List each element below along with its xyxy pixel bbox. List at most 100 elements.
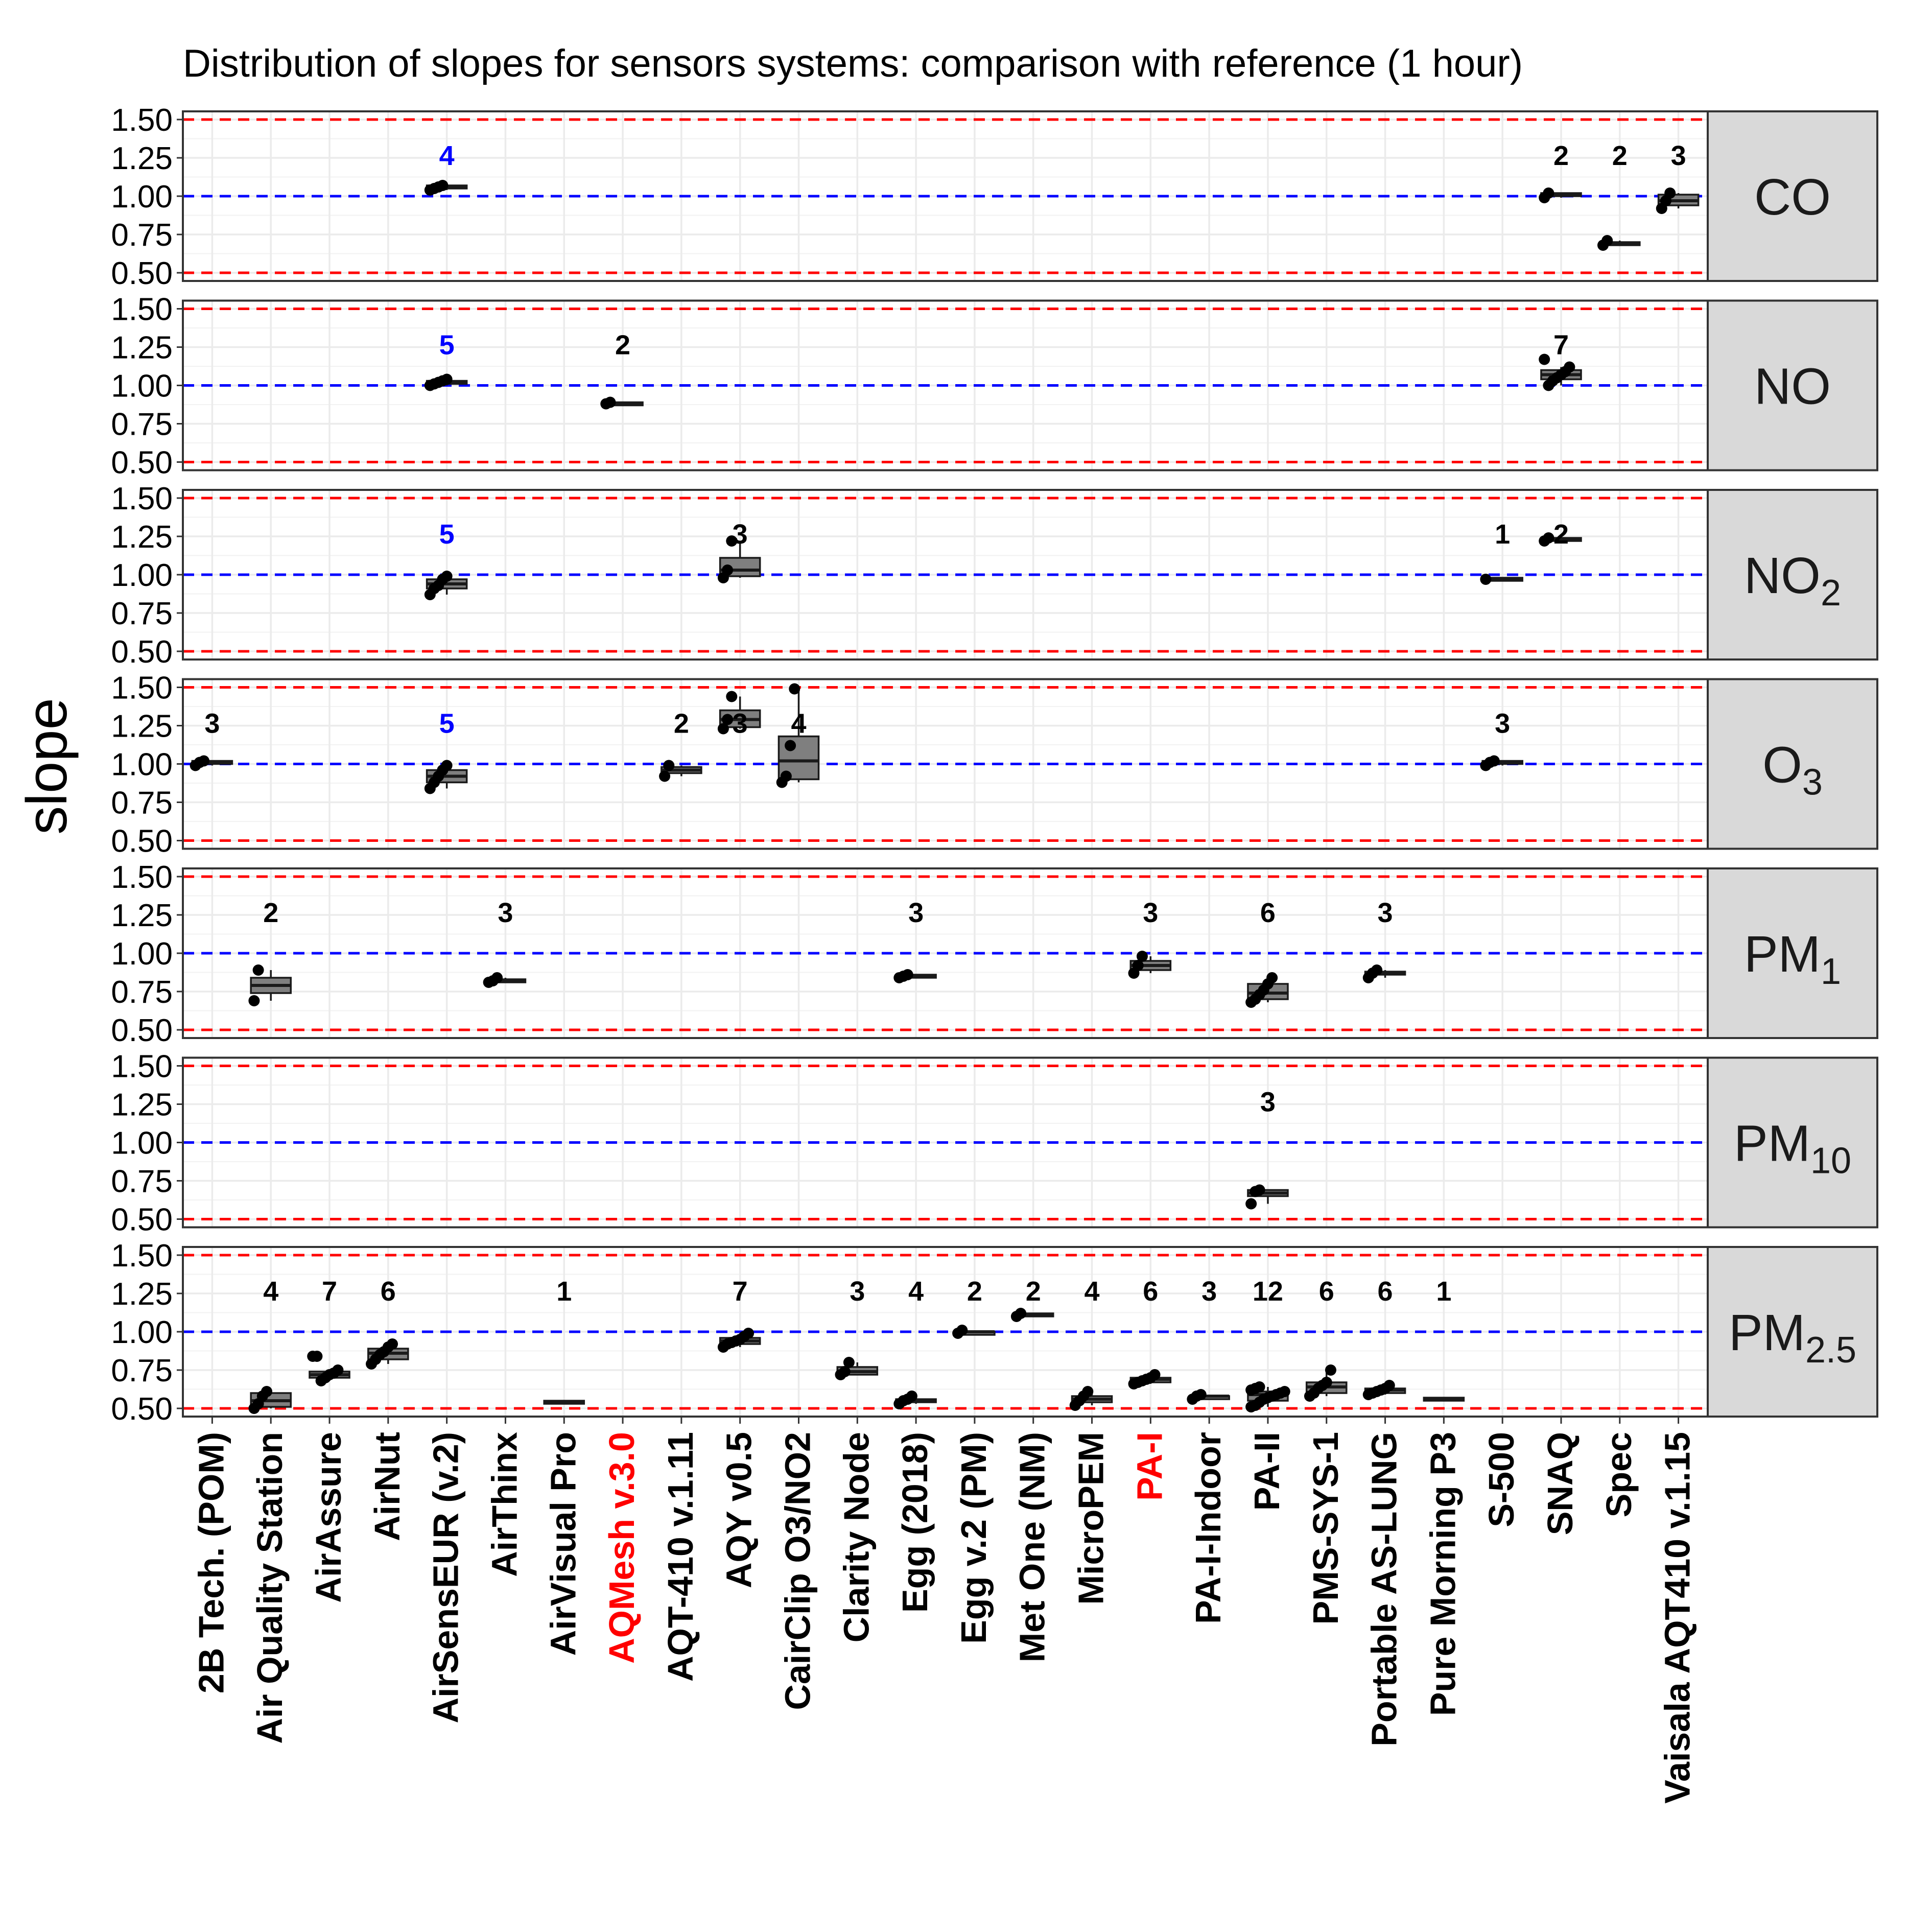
y-tick-label: 1.00 — [111, 936, 173, 972]
y-tick-label: 0.50 — [111, 824, 173, 859]
strip-label-subscript: 3 — [1802, 762, 1823, 803]
box-aqy-v0-5: 3 — [717, 519, 761, 583]
facet-strip-label: CO — [1754, 169, 1831, 226]
y-tick-label: 0.50 — [111, 1013, 173, 1048]
sample-count-label: 4 — [791, 709, 806, 739]
sample-count-label: 4 — [908, 1276, 924, 1307]
y-tick-label: 1.25 — [111, 1088, 173, 1123]
y-tick-label: 1.25 — [111, 709, 173, 744]
data-point — [198, 755, 210, 767]
sample-count-label: 2 — [967, 1276, 982, 1307]
strip-label-base: PM — [1744, 926, 1821, 983]
panel-pm25: 0.50 0.751.001.251.50 4 7 6 1 7 3 4 2 2 4 6 3 12 6 6 1 PM2… — [111, 1238, 1878, 1427]
y-tick-label: 1.50 — [111, 671, 173, 706]
data-point — [956, 1325, 968, 1336]
data-point — [1564, 361, 1575, 373]
x-tick-label: Vaisala AQT410 v.1.15 — [1658, 1432, 1698, 1804]
sample-count-label: 3 — [498, 898, 513, 928]
facet-strip — [1707, 489, 1878, 661]
y-axis-title: slope — [15, 698, 79, 835]
y-tick-label: 0.50 — [111, 1392, 173, 1427]
y-tick-label: 1.50 — [111, 860, 173, 895]
data-point — [1321, 1377, 1332, 1388]
box-airvisual-pro: 1 — [543, 1276, 585, 1405]
panel-pm1: 0.500.751.001.251.50 2 3 3 3 6 3 PM1 — [111, 860, 1878, 1048]
data-point — [1254, 1381, 1265, 1393]
facet-strip-label: PM10 — [1734, 1115, 1851, 1182]
box-aqy-v0-5: 3 — [717, 691, 761, 739]
x-tick-label: PA-I — [1129, 1432, 1169, 1501]
sample-count-label: 2 — [1553, 519, 1569, 550]
data-point — [441, 571, 453, 582]
data-point — [906, 1391, 917, 1402]
box-airsenseur-v-2-: 5 — [424, 709, 468, 794]
facet-strip — [1707, 299, 1878, 472]
x-tick-label: S-500 — [1481, 1432, 1521, 1527]
data-point — [902, 969, 913, 980]
box-egg-2018-: 4 — [893, 1276, 937, 1409]
box-pa-i: 6 — [1128, 1276, 1172, 1389]
data-point — [1664, 187, 1676, 199]
data-point — [1325, 1364, 1336, 1376]
sample-count-label: 2 — [263, 898, 278, 928]
data-point — [1015, 1308, 1027, 1319]
y-tick-label: 0.50 — [111, 1203, 173, 1238]
data-point — [1371, 964, 1383, 976]
box-air-quality-station: 4 — [248, 1276, 292, 1414]
data-point — [726, 691, 738, 702]
box-vaisala-aqt410-v-1-15: 3 — [1656, 140, 1700, 214]
sample-count-label: 5 — [439, 519, 455, 550]
data-point — [1543, 532, 1554, 544]
sample-count-label: 3 — [204, 709, 220, 739]
y-tick-label: 0.75 — [111, 1353, 173, 1388]
x-tick-label: Pure Morning P3 — [1423, 1432, 1463, 1716]
facet-strip-label: NO — [1754, 358, 1831, 415]
sample-count-label: 3 — [1260, 1087, 1276, 1118]
y-tick-label: 0.75 — [111, 596, 173, 631]
facet-strip — [1707, 110, 1878, 282]
box-airassure: 7 — [307, 1276, 350, 1386]
sample-count-label: 4 — [1084, 1276, 1099, 1307]
y-tick-label: 0.75 — [111, 786, 173, 821]
x-tick-label: AirThinx — [484, 1432, 524, 1577]
x-tick-label: CairClip O3/NO2 — [777, 1432, 817, 1710]
box-2b-tech-pom-: 3 — [190, 709, 233, 771]
data-point — [717, 723, 729, 735]
sample-count-label: 1 — [1436, 1276, 1451, 1307]
y-tick-label: 1.50 — [111, 292, 173, 327]
strip-label-base: PM — [1729, 1304, 1805, 1361]
data-point — [252, 964, 264, 976]
strip-label-subscript: 2.5 — [1805, 1330, 1856, 1371]
y-tick-label: 0.50 — [111, 445, 173, 481]
facet-strip — [1707, 1246, 1878, 1418]
box-snaq: 7 — [1539, 330, 1582, 391]
data-point — [1245, 1198, 1257, 1210]
box-aqmesh-v-3-0: 2 — [600, 330, 644, 410]
facet-panels: 0.500.751.001.251.504 2 2 3CO0.500.751.001.… — [111, 103, 1878, 1427]
data-point — [839, 1366, 851, 1377]
y-tick-label: 1.50 — [111, 481, 173, 516]
data-point — [1279, 1386, 1290, 1397]
panel-no: 0.500.751.001.25 1.50 5 2 7 NO — [111, 292, 1878, 481]
sample-count-label: 3 — [850, 1276, 865, 1307]
box-pa-i: 3 — [1128, 898, 1172, 979]
y-tick-label: 1.00 — [111, 369, 173, 404]
box-airsenseur-v-2-: 4 — [424, 140, 468, 196]
box-s-500: 1 — [1480, 519, 1523, 585]
sample-count-label: 2 — [1612, 140, 1628, 171]
x-tick-label: SNAQ — [1540, 1432, 1580, 1535]
x-tick-label: Egg (2018) — [895, 1432, 935, 1613]
x-tick-label: 2B Tech. (POM) — [191, 1432, 231, 1693]
data-point — [726, 535, 738, 547]
y-tick-label: 1.25 — [111, 520, 173, 555]
data-point — [663, 760, 675, 771]
panel-co: 0.500.751.001.251.50 4 2 2 3 CO — [111, 103, 1878, 291]
data-point — [441, 373, 453, 385]
chart-title: Distribution of slopes for sensors syste… — [183, 42, 1523, 85]
x-tick-label: Spec — [1599, 1432, 1639, 1517]
x-axis: 2B Tech. (POM) Air Quality Station AirAssu… — [191, 1417, 1698, 1804]
x-tick-label: AirNut — [367, 1432, 407, 1541]
x-tick-label: PA-II — [1247, 1432, 1287, 1511]
data-point — [261, 1386, 273, 1397]
